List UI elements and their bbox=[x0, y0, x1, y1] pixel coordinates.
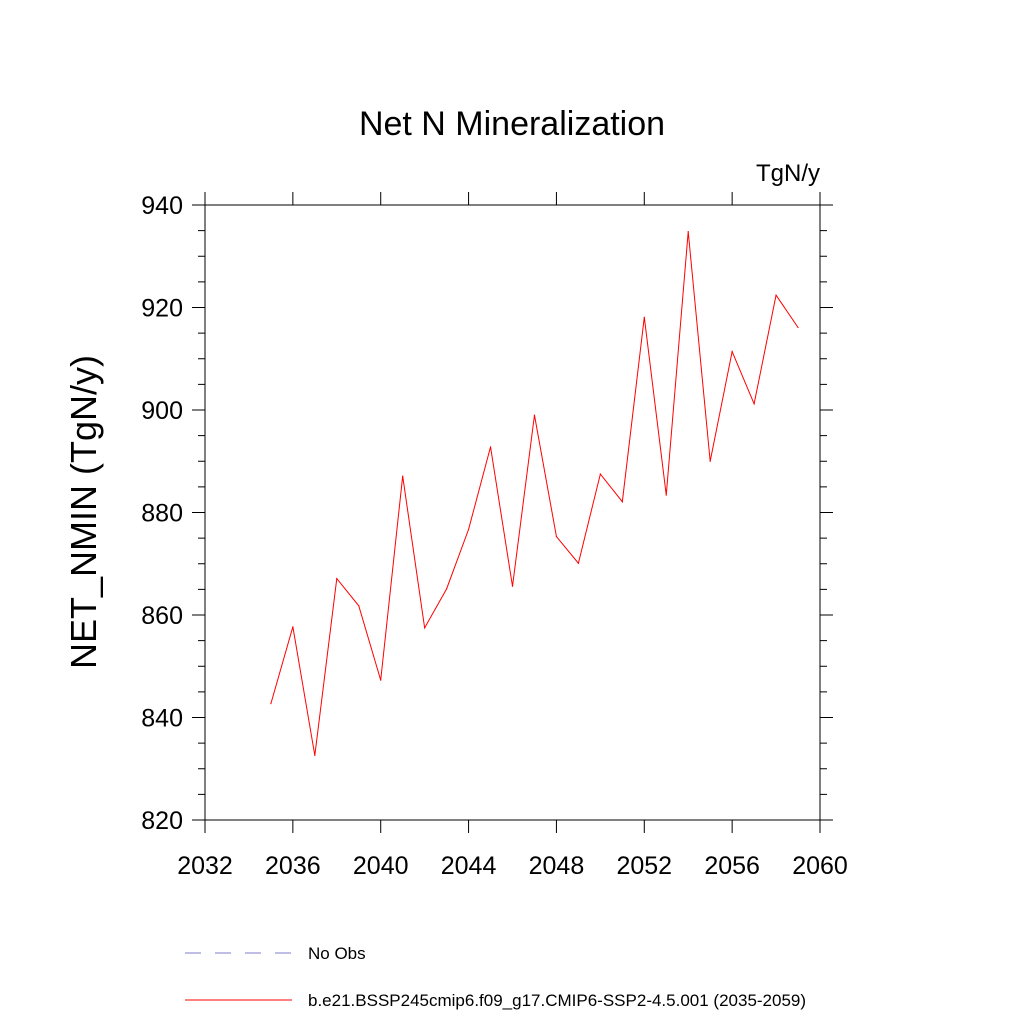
y-tick-label: 920 bbox=[141, 295, 183, 323]
data-point bbox=[555, 535, 558, 538]
data-point bbox=[314, 754, 316, 757]
legend-label-no-obs: No Obs bbox=[308, 944, 366, 963]
data-point bbox=[687, 231, 689, 233]
data-point bbox=[731, 350, 733, 353]
legend: No Obs b.e21.BSSP245cmip6.f09_g17.CMIP6-… bbox=[185, 944, 806, 1010]
y-tick-label: 840 bbox=[141, 705, 183, 733]
data-point bbox=[270, 703, 272, 705]
y-tick-label: 940 bbox=[141, 192, 183, 220]
data-point bbox=[709, 460, 711, 462]
series-line bbox=[270, 231, 799, 756]
data-point bbox=[467, 528, 470, 531]
x-tick-label: 2056 bbox=[704, 852, 760, 880]
data-point bbox=[599, 473, 601, 475]
data-point bbox=[292, 626, 294, 628]
y-tick-label: 860 bbox=[141, 602, 183, 630]
units-label: TgN/y bbox=[756, 160, 820, 187]
x-tick-label: 2032 bbox=[177, 852, 233, 880]
data-point bbox=[489, 446, 492, 448]
data-point bbox=[446, 588, 448, 590]
x-tick-label: 2052 bbox=[616, 852, 672, 880]
y-tick-label: 820 bbox=[141, 807, 183, 835]
x-tick-label: 2048 bbox=[529, 852, 585, 880]
data-point bbox=[577, 562, 579, 564]
series-layer bbox=[270, 231, 799, 757]
data-point bbox=[775, 294, 777, 296]
legend-label-model: b.e21.BSSP245cmip6.f09_g17.CMIP6-SSP2-4.… bbox=[308, 991, 806, 1010]
data-point bbox=[643, 316, 645, 318]
chart-title: Net N Mineralization bbox=[359, 105, 665, 143]
data-point bbox=[753, 403, 755, 405]
x-tick-label: 2044 bbox=[441, 852, 497, 880]
data-point bbox=[797, 326, 799, 329]
data-point bbox=[380, 679, 382, 681]
y-axis: 820 840 860 880 900 920 940 bbox=[141, 192, 833, 835]
x-tick-label: 2060 bbox=[792, 852, 848, 880]
y-axis-label: NET_NMIN (TgN/y) bbox=[63, 355, 104, 669]
data-point bbox=[665, 494, 667, 496]
y-tick-label: 880 bbox=[141, 500, 183, 528]
data-point bbox=[511, 585, 514, 587]
plot-frame bbox=[204, 204, 821, 821]
data-point bbox=[621, 501, 623, 503]
x-tick-label: 2040 bbox=[353, 852, 409, 880]
data-point bbox=[358, 605, 360, 607]
x-axis: 2032 2036 2040 2044 2048 2052 2056 2060 bbox=[177, 192, 848, 880]
data-point bbox=[336, 578, 338, 580]
x-tick-label: 2036 bbox=[265, 852, 321, 880]
data-point bbox=[533, 414, 536, 416]
data-point bbox=[424, 627, 426, 629]
y-tick-label: 900 bbox=[141, 397, 183, 425]
data-point bbox=[402, 475, 404, 477]
